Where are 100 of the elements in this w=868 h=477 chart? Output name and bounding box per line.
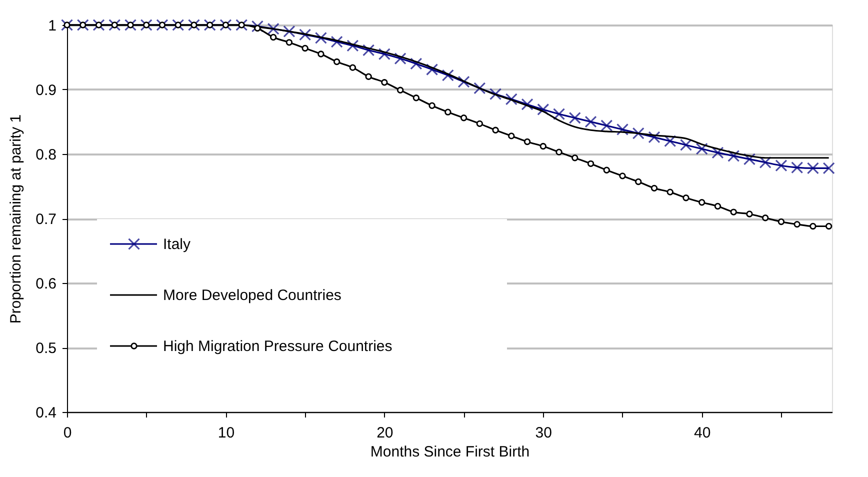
point (188, 18, 200, 32)
point (362, 44, 375, 56)
point (635, 178, 642, 186)
point (537, 103, 550, 116)
point (381, 79, 388, 86)
point (540, 142, 546, 150)
y-tick-label: 0.5 (36, 340, 56, 357)
point (666, 188, 674, 196)
point (204, 18, 216, 32)
x-tick-label: 30 (535, 424, 552, 442)
point (267, 22, 280, 35)
point (524, 138, 531, 146)
point (111, 22, 118, 28)
point (158, 22, 166, 28)
point (428, 102, 436, 109)
point (600, 120, 613, 132)
point (489, 88, 502, 100)
point (587, 160, 594, 168)
x-tick-label: 10 (218, 424, 235, 442)
point (474, 82, 486, 94)
point (648, 131, 660, 144)
y-tick-label: 0.8 (36, 146, 56, 164)
point (492, 126, 499, 134)
point (286, 39, 293, 46)
point (140, 18, 152, 32)
point (270, 34, 277, 41)
point (806, 162, 819, 174)
point (458, 76, 470, 88)
point (365, 73, 372, 80)
point (556, 148, 562, 156)
x-tick-label: 40 (694, 424, 711, 442)
point (603, 166, 610, 174)
point (426, 63, 438, 76)
y-tick-label: 0.9 (36, 82, 56, 99)
point (730, 208, 737, 216)
point (302, 44, 308, 52)
point (698, 199, 706, 206)
point (220, 18, 232, 32)
point (143, 22, 150, 28)
point (330, 36, 343, 48)
point (810, 222, 816, 230)
point (746, 210, 753, 218)
point (762, 214, 769, 222)
point (254, 24, 261, 32)
point (314, 32, 327, 44)
point (714, 202, 722, 210)
point (616, 123, 629, 136)
point (822, 162, 835, 174)
point (664, 135, 676, 148)
point (680, 138, 692, 152)
point (794, 220, 800, 228)
point (60, 18, 74, 32)
point (712, 146, 724, 159)
point (682, 194, 690, 202)
point (174, 22, 182, 28)
point (568, 112, 581, 124)
point (521, 98, 534, 110)
point (396, 86, 404, 94)
point (552, 108, 566, 120)
point (238, 22, 245, 28)
point (476, 120, 483, 128)
point (95, 22, 102, 28)
point (394, 52, 406, 65)
y-tick-label: 0.4 (36, 404, 56, 422)
point (412, 94, 420, 102)
point (172, 18, 184, 32)
point (775, 160, 788, 172)
point (759, 156, 772, 168)
point (743, 153, 756, 166)
legend-label: Italy (163, 236, 192, 253)
point (222, 22, 230, 28)
point (80, 22, 86, 28)
point (728, 150, 740, 162)
point (346, 40, 359, 52)
point (460, 114, 468, 122)
y-axis-title: Proportion remaining at parity 1 (8, 114, 25, 324)
point (124, 18, 137, 32)
point (206, 22, 214, 28)
point (333, 58, 340, 66)
point (299, 28, 312, 41)
point (632, 127, 644, 140)
point (76, 18, 89, 32)
point (584, 116, 597, 128)
point (619, 172, 626, 180)
point (444, 108, 452, 116)
point (696, 142, 708, 155)
y-tick-label: 0.6 (36, 276, 56, 292)
point (825, 222, 832, 230)
point (283, 25, 296, 38)
point (505, 93, 518, 106)
point (791, 162, 804, 174)
point (190, 22, 198, 28)
legend-label: More Developed Countries (163, 287, 342, 304)
legend-label: High Migration Pressure Countries (163, 338, 392, 355)
y-tick-label: 0.7 (36, 211, 56, 228)
point (442, 69, 454, 82)
point (236, 18, 248, 32)
x-axis-title: Months Since First Birth (370, 444, 530, 460)
point (410, 58, 422, 70)
point (108, 18, 121, 32)
